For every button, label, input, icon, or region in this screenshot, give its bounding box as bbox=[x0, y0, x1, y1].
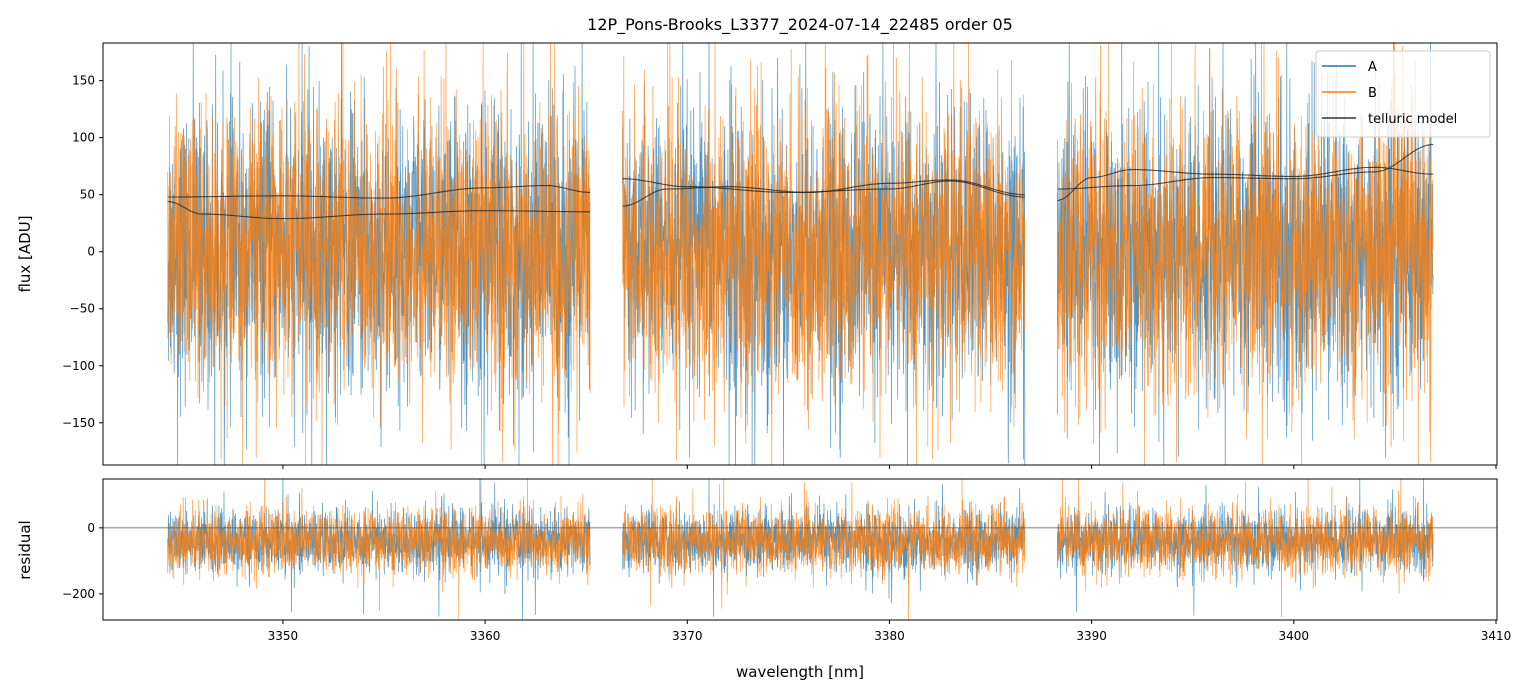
flux-y-tick-label: 0 bbox=[87, 245, 95, 259]
flux-axes-frame bbox=[102, 42, 1498, 466]
residual-x-tick-label: 3380 bbox=[874, 629, 905, 643]
flux-y-tick-label: 50 bbox=[80, 188, 95, 202]
chart-title: 12P_Pons-Brooks_L3377_2024-07-14_22485 o… bbox=[587, 15, 1013, 35]
flux-y-tick-label: −150 bbox=[62, 416, 95, 430]
telluric-model-curve-1 bbox=[167, 185, 591, 199]
residual-x-tick-label: 3390 bbox=[1076, 629, 1107, 643]
residual-series-b-segment-1 bbox=[167, 479, 591, 620]
legend-label-b: B bbox=[1368, 86, 1377, 101]
legend-label-a: A bbox=[1368, 60, 1377, 75]
residual-series-b-segment-2 bbox=[622, 479, 1026, 620]
residual-x-tick-label: 3410 bbox=[1481, 629, 1512, 643]
legend-box bbox=[1315, 50, 1491, 138]
residual-y-tick-label: −200 bbox=[62, 587, 95, 601]
x-axis-label: wavelength [nm] bbox=[736, 663, 864, 681]
legend-label-telluric: telluric model bbox=[1368, 112, 1457, 127]
residual-x-tick-label: 3400 bbox=[1279, 629, 1310, 643]
flux-y-tick-label: −50 bbox=[70, 302, 95, 316]
residual-y-tick-label: 0 bbox=[87, 521, 95, 535]
residual-series-b-segment-3 bbox=[1056, 479, 1434, 618]
residual-panel: −200 0 3350 3360 3370 3380 3390 3400 3410 bbox=[62, 478, 1512, 643]
residual-x-tick-label: 3370 bbox=[672, 629, 703, 643]
flux-y-tick-label: −100 bbox=[62, 359, 95, 373]
residual-axes-frame bbox=[102, 478, 1498, 621]
flux-panel: −150 −100 −50 0 50 100 150 bbox=[62, 42, 1498, 469]
telluric-model-curve-6 bbox=[1057, 166, 1434, 201]
flux-series-b-segment-3 bbox=[1056, 43, 1434, 465]
legend: A B telluric model bbox=[1315, 50, 1491, 138]
flux-y-tick-label: 100 bbox=[72, 131, 95, 145]
residual-series-a-segment-2 bbox=[622, 479, 1026, 617]
residual-x-tick-label: 3350 bbox=[268, 629, 299, 643]
telluric-model-curve-3 bbox=[622, 178, 1025, 198]
telluric-model-curve-4 bbox=[622, 179, 1025, 207]
telluric-model-curve-2 bbox=[167, 200, 591, 220]
y-axis-label-flux: flux [ADU] bbox=[16, 215, 34, 292]
residual-x-tick-label: 3360 bbox=[470, 629, 501, 643]
flux-y-tick-label: 150 bbox=[72, 74, 95, 88]
telluric-model-curve-5 bbox=[1057, 143, 1434, 190]
flux-series-b-segment-1 bbox=[167, 43, 591, 465]
y-axis-label-residual: residual bbox=[16, 520, 34, 579]
flux-series-b-segment-2 bbox=[622, 43, 1026, 465]
